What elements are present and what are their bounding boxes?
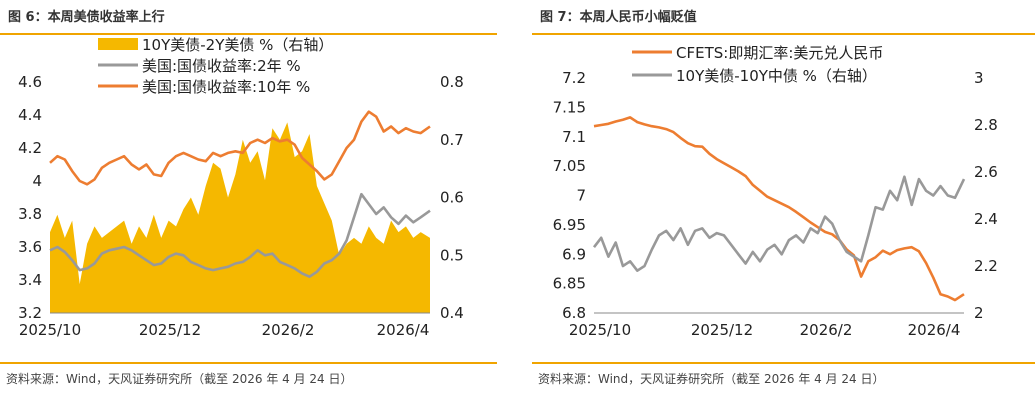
y-right-tick-label: 2: [974, 304, 984, 322]
chart-source-note: 资料来源：Wind，天风证券研究所（截至 2026 年 4 月 24 日）: [538, 372, 885, 386]
legend-label: 10Y美债-10Y中债 %（右轴）: [676, 67, 877, 85]
chart-source-note: 资料来源：Wind，天风证券研究所（截至 2026 年 4 月 24 日）: [6, 372, 353, 386]
y-right-tick-label: 0.6: [440, 189, 464, 207]
chart-canvas: 7.2 7.15 7.1 7.05 7 6.95 6.9 6.85 6.8 3 2.8 2.6 2.4 2…: [553, 44, 998, 339]
y-right-tick-label: 3: [974, 69, 984, 87]
chart-title: 图 7：本周人民币小幅贬值: [540, 10, 697, 25]
series-line-1: [592, 175, 966, 272]
series-line-1: [49, 192, 431, 278]
legend-swatch-area: [98, 38, 138, 50]
y-left-tick-label: 4.6: [18, 73, 42, 91]
chart-title: 图 6：本周美债收益率上行: [8, 10, 165, 25]
y-left-tick-label: 7: [576, 187, 586, 205]
chart-panel-rmb: 图 7：本周人民币小幅贬值 7.2 7.15 7.1 7.05 7 6.95 6.9 6.85…: [532, 0, 1035, 404]
y-right-tick-label: 0.5: [440, 246, 464, 264]
legend-label: 美国:国债收益率:2年 %: [142, 57, 301, 75]
y-right-tick-label: 2.6: [974, 163, 998, 181]
x-tick-label: 2026/4: [908, 321, 961, 339]
y-left-tick-label: 4.2: [18, 139, 42, 157]
y-left-tick-label: 7.2: [562, 69, 586, 87]
x-tick-label: 2025/12: [139, 321, 201, 339]
y-right-tick-label: 2.8: [974, 116, 998, 134]
source-divider: [0, 362, 497, 364]
y-right-tick-label: 0.8: [440, 73, 464, 91]
legend-label: 美国:国债收益率:10年 %: [142, 78, 310, 96]
x-tick-label: 2025/10: [569, 321, 631, 339]
title-divider: [0, 33, 497, 35]
y-left-tick-label: 7.1: [562, 128, 586, 146]
y-right-tick-label: 0.7: [440, 131, 464, 149]
series-line-2: [49, 110, 431, 186]
series-area-spread: [50, 122, 430, 314]
source-divider: [532, 362, 1035, 364]
y-left-tick-label: 6.8: [562, 304, 586, 322]
chart-panel-us-treasury: 图 6：本周美债收益率上行 4.6 4.4 4.2 4 3.8 3.6 3.4 3.2 0.8 0…: [0, 0, 497, 404]
y-left-tick-label: 6.95: [553, 216, 586, 234]
legend-label: 10Y美债-2Y美债 %（右轴）: [142, 36, 333, 54]
y-left-tick-label: 6.9: [562, 245, 586, 263]
y-left-tick-label: 3.2: [18, 304, 42, 322]
chart-canvas: 4.6 4.4 4.2 4 3.8 3.6 3.4 3.2 0.8 0.7 0.6 0.5 0.4 202…: [18, 36, 464, 339]
y-left-tick-label: 3.8: [18, 205, 42, 223]
x-tick-label: 2025/10: [19, 321, 81, 339]
x-tick-label: 2026/2: [800, 321, 853, 339]
y-left-tick-label: 4: [32, 172, 42, 190]
y-left-tick-label: 3.4: [18, 271, 42, 289]
y-right-tick-label: 0.4: [440, 304, 464, 322]
legend-label: CFETS:即期汇率:美元兑人民币: [676, 44, 883, 62]
x-tick-label: 2025/12: [691, 321, 753, 339]
title-divider: [532, 33, 1035, 35]
y-left-tick-label: 7.05: [553, 157, 586, 175]
y-left-tick-label: 3.6: [18, 238, 42, 256]
x-tick-label: 2026/4: [377, 321, 430, 339]
y-left-tick-label: 6.85: [553, 275, 586, 293]
y-right-tick-label: 2.2: [974, 257, 998, 275]
series-line-0: [593, 116, 965, 302]
x-tick-label: 2026/2: [262, 321, 315, 339]
y-right-tick-label: 2.4: [974, 210, 998, 228]
y-left-tick-label: 4.4: [18, 106, 42, 124]
y-left-tick-label: 7.15: [553, 98, 586, 116]
